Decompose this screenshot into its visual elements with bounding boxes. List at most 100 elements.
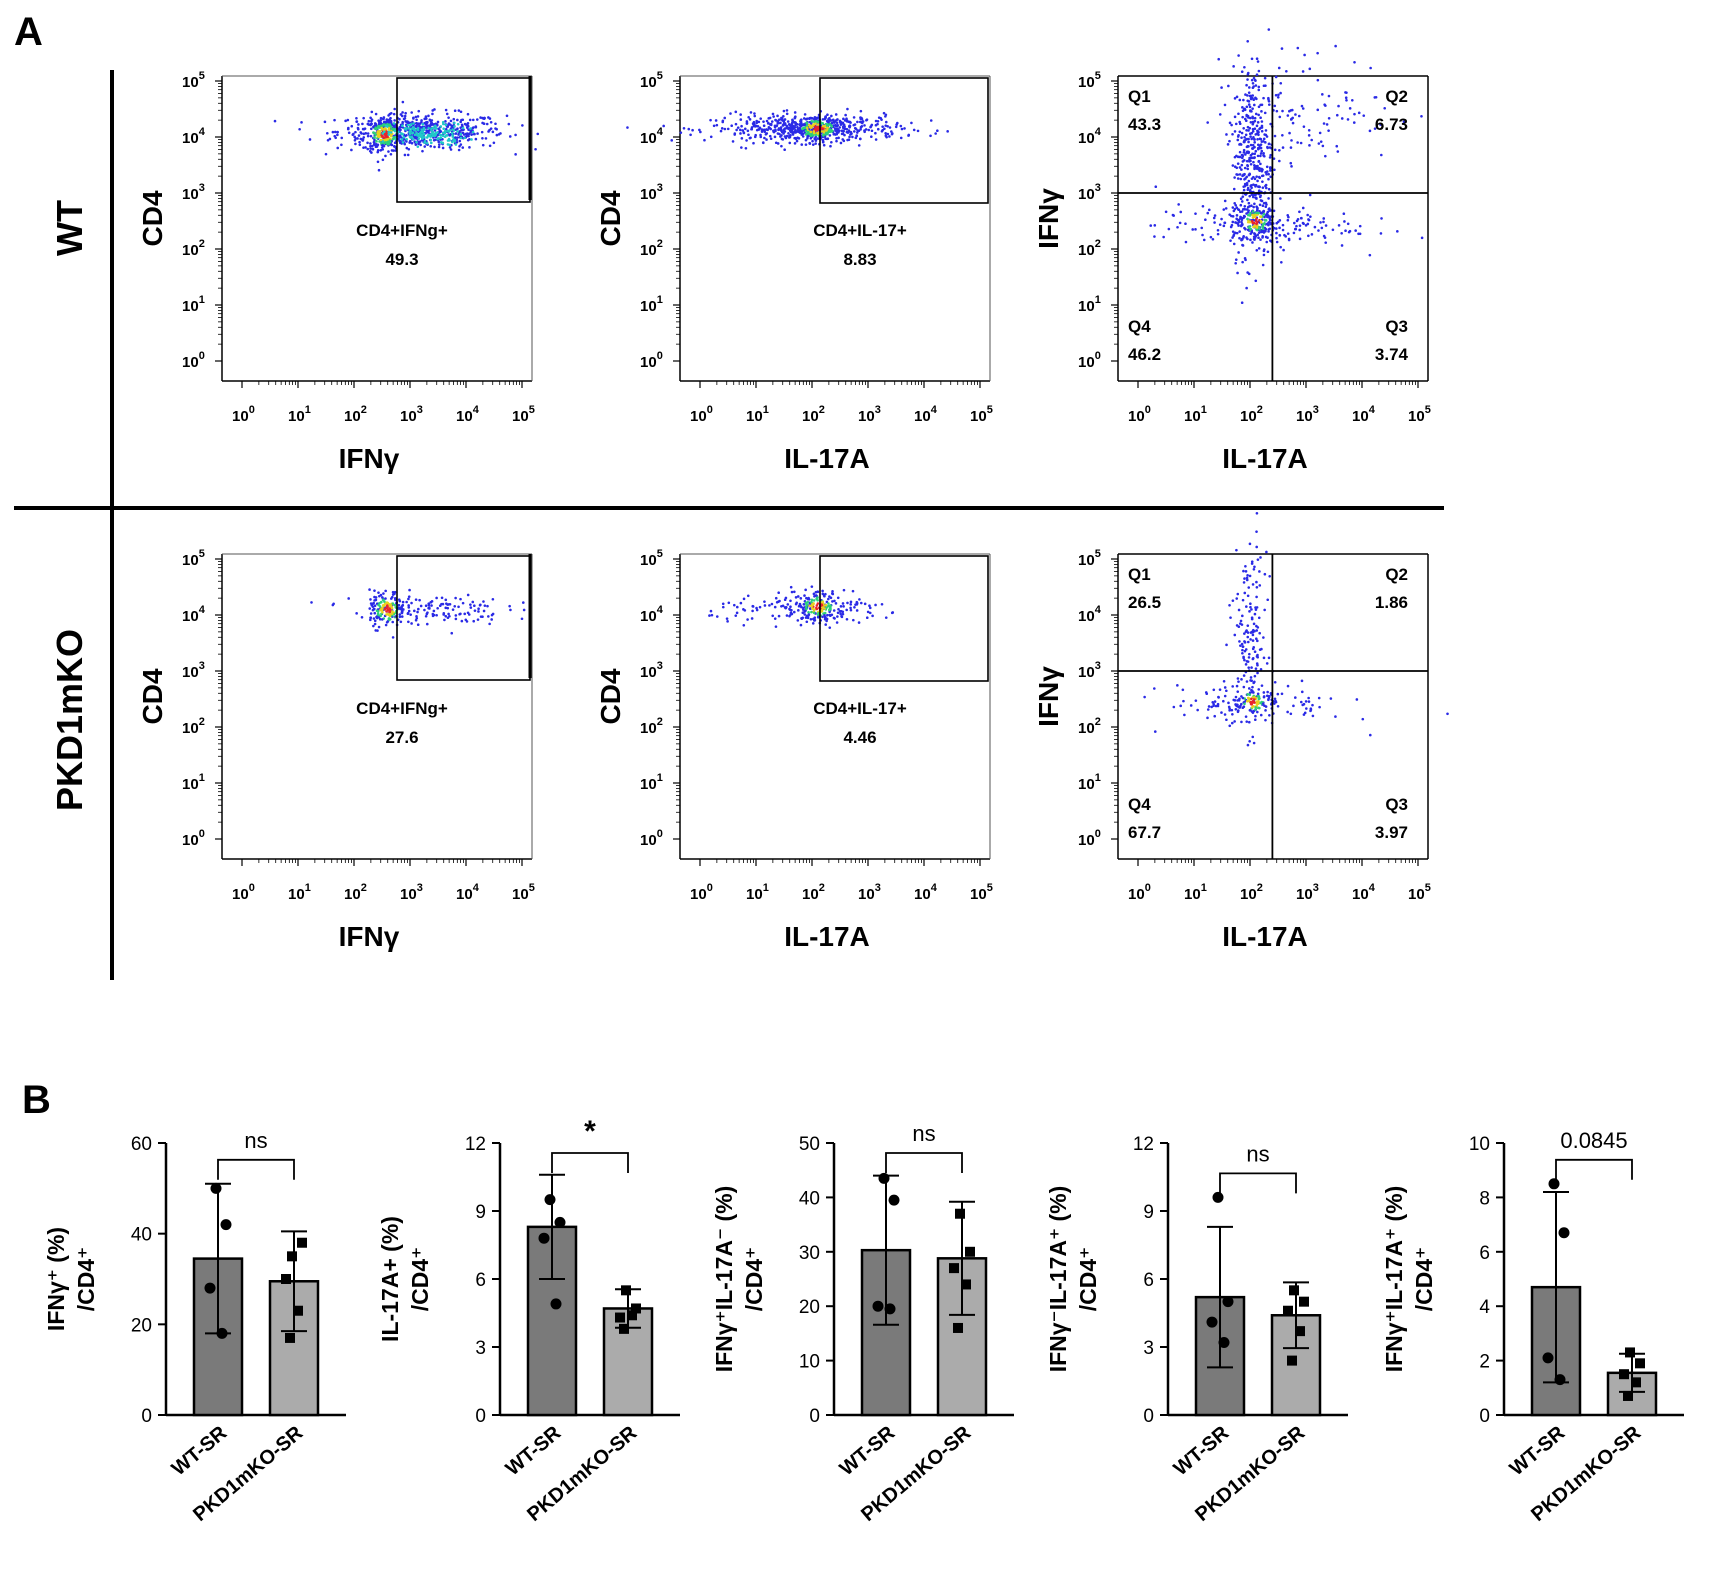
- event-dot: [369, 116, 372, 120]
- event-dot: [417, 109, 421, 113]
- y-tick-exponent: 5: [199, 70, 205, 82]
- event-dot: [426, 130, 429, 134]
- event-dot: [392, 112, 396, 116]
- event-dot: [357, 134, 361, 137]
- event-dot: [480, 130, 484, 134]
- event-dot: [416, 122, 419, 126]
- event-dot: [325, 131, 329, 135]
- data-point: [544, 1194, 556, 1206]
- event-dots: [273, 100, 540, 172]
- event-dot: [356, 126, 360, 130]
- event-dot: [473, 132, 476, 136]
- x-tick-exponent: 1: [305, 404, 311, 416]
- event-dot: [323, 120, 327, 124]
- event-dot: [489, 120, 493, 124]
- event-dot: [375, 140, 378, 143]
- event-dot: [346, 118, 350, 122]
- data-point: [550, 1298, 562, 1310]
- event-dot: [414, 115, 418, 119]
- event-dot: [495, 133, 499, 137]
- event-dot: [424, 115, 428, 118]
- event-dot: [497, 133, 501, 136]
- event-dot: [363, 127, 367, 130]
- data-point: [615, 1312, 625, 1323]
- event-dot: [459, 143, 463, 146]
- data-point: [949, 1263, 959, 1274]
- event-dot: [382, 116, 386, 119]
- event-dot: [308, 138, 312, 141]
- event-dot: [465, 126, 469, 129]
- event-dot: [457, 133, 460, 136]
- event-dot: [456, 118, 459, 122]
- event-dot: [508, 135, 512, 138]
- event-dot: [433, 145, 436, 149]
- event-dot: [481, 121, 484, 125]
- event-dot: [467, 134, 470, 138]
- event-dot: [433, 108, 436, 111]
- event-dot: [487, 116, 490, 119]
- data-point: [1295, 1326, 1305, 1337]
- event-dot: [381, 158, 385, 162]
- row-divider-vertical: [110, 70, 114, 980]
- event-dot: [453, 109, 457, 113]
- event-dot: [387, 120, 391, 124]
- event-dot: [459, 110, 463, 114]
- event-dot: [390, 149, 394, 152]
- event-dot: [393, 119, 396, 122]
- data-point: [210, 1182, 222, 1194]
- event-dot: [485, 122, 489, 126]
- event-dot: [355, 120, 359, 123]
- event-dot: [476, 132, 479, 135]
- x-tick-exponent: 3: [417, 404, 423, 416]
- event-dot: [458, 145, 461, 148]
- event-dot: [407, 147, 411, 151]
- panel-b-label: B: [22, 1078, 51, 1122]
- y-tick-label: 10: [799, 1352, 820, 1373]
- event-dot: [326, 138, 330, 142]
- event-dot: [340, 136, 344, 140]
- event-dot: [377, 168, 381, 172]
- event-dot: [362, 146, 365, 149]
- event-dot: [462, 133, 466, 136]
- event-dot: [373, 122, 377, 125]
- event-dot: [298, 127, 301, 131]
- data-point: [204, 1282, 216, 1294]
- data-point: [216, 1327, 228, 1339]
- event-dot: [404, 111, 407, 115]
- data-point: [1623, 1390, 1633, 1401]
- event-dot: [354, 142, 357, 146]
- event-dot: [403, 117, 407, 120]
- event-dot: [432, 138, 436, 142]
- event-dot: [405, 133, 408, 137]
- y-tick-label: 20: [131, 1315, 152, 1336]
- bar-chart-5: 0246810WT-SRPKD1mKO-SR0.0845IFNγ⁺IL-17A⁺…: [1381, 1128, 1684, 1526]
- event-dot: [350, 148, 353, 152]
- data-point: [619, 1323, 629, 1334]
- event-dot: [406, 121, 410, 124]
- y-axis-label-line-1: IFNγ⁺IL-17A⁻ (%): [711, 1186, 737, 1373]
- y-axis-label-line-2: /CD4⁺: [407, 1247, 433, 1312]
- data-point: [965, 1246, 975, 1257]
- event-dot: [436, 120, 440, 124]
- event-dot: [369, 142, 372, 145]
- data-point: [1631, 1377, 1641, 1388]
- event-dot: [449, 119, 453, 123]
- category-label: WT-SR: [1170, 1422, 1234, 1481]
- event-dot: [370, 144, 374, 148]
- event-dot: [347, 126, 350, 130]
- event-dot: [521, 124, 524, 127]
- category-label: WT-SR: [502, 1422, 566, 1481]
- y-axis-label: CD4: [137, 190, 168, 246]
- y-tick-label: 12: [465, 1134, 486, 1155]
- event-dot: [449, 148, 453, 151]
- event-dot: [370, 110, 374, 114]
- data-point: [1222, 1296, 1234, 1308]
- event-dot: [475, 118, 479, 121]
- data-point: [955, 1208, 965, 1219]
- data-point: [1287, 1355, 1297, 1366]
- event-dot: [450, 124, 454, 128]
- data-point: [1548, 1178, 1560, 1190]
